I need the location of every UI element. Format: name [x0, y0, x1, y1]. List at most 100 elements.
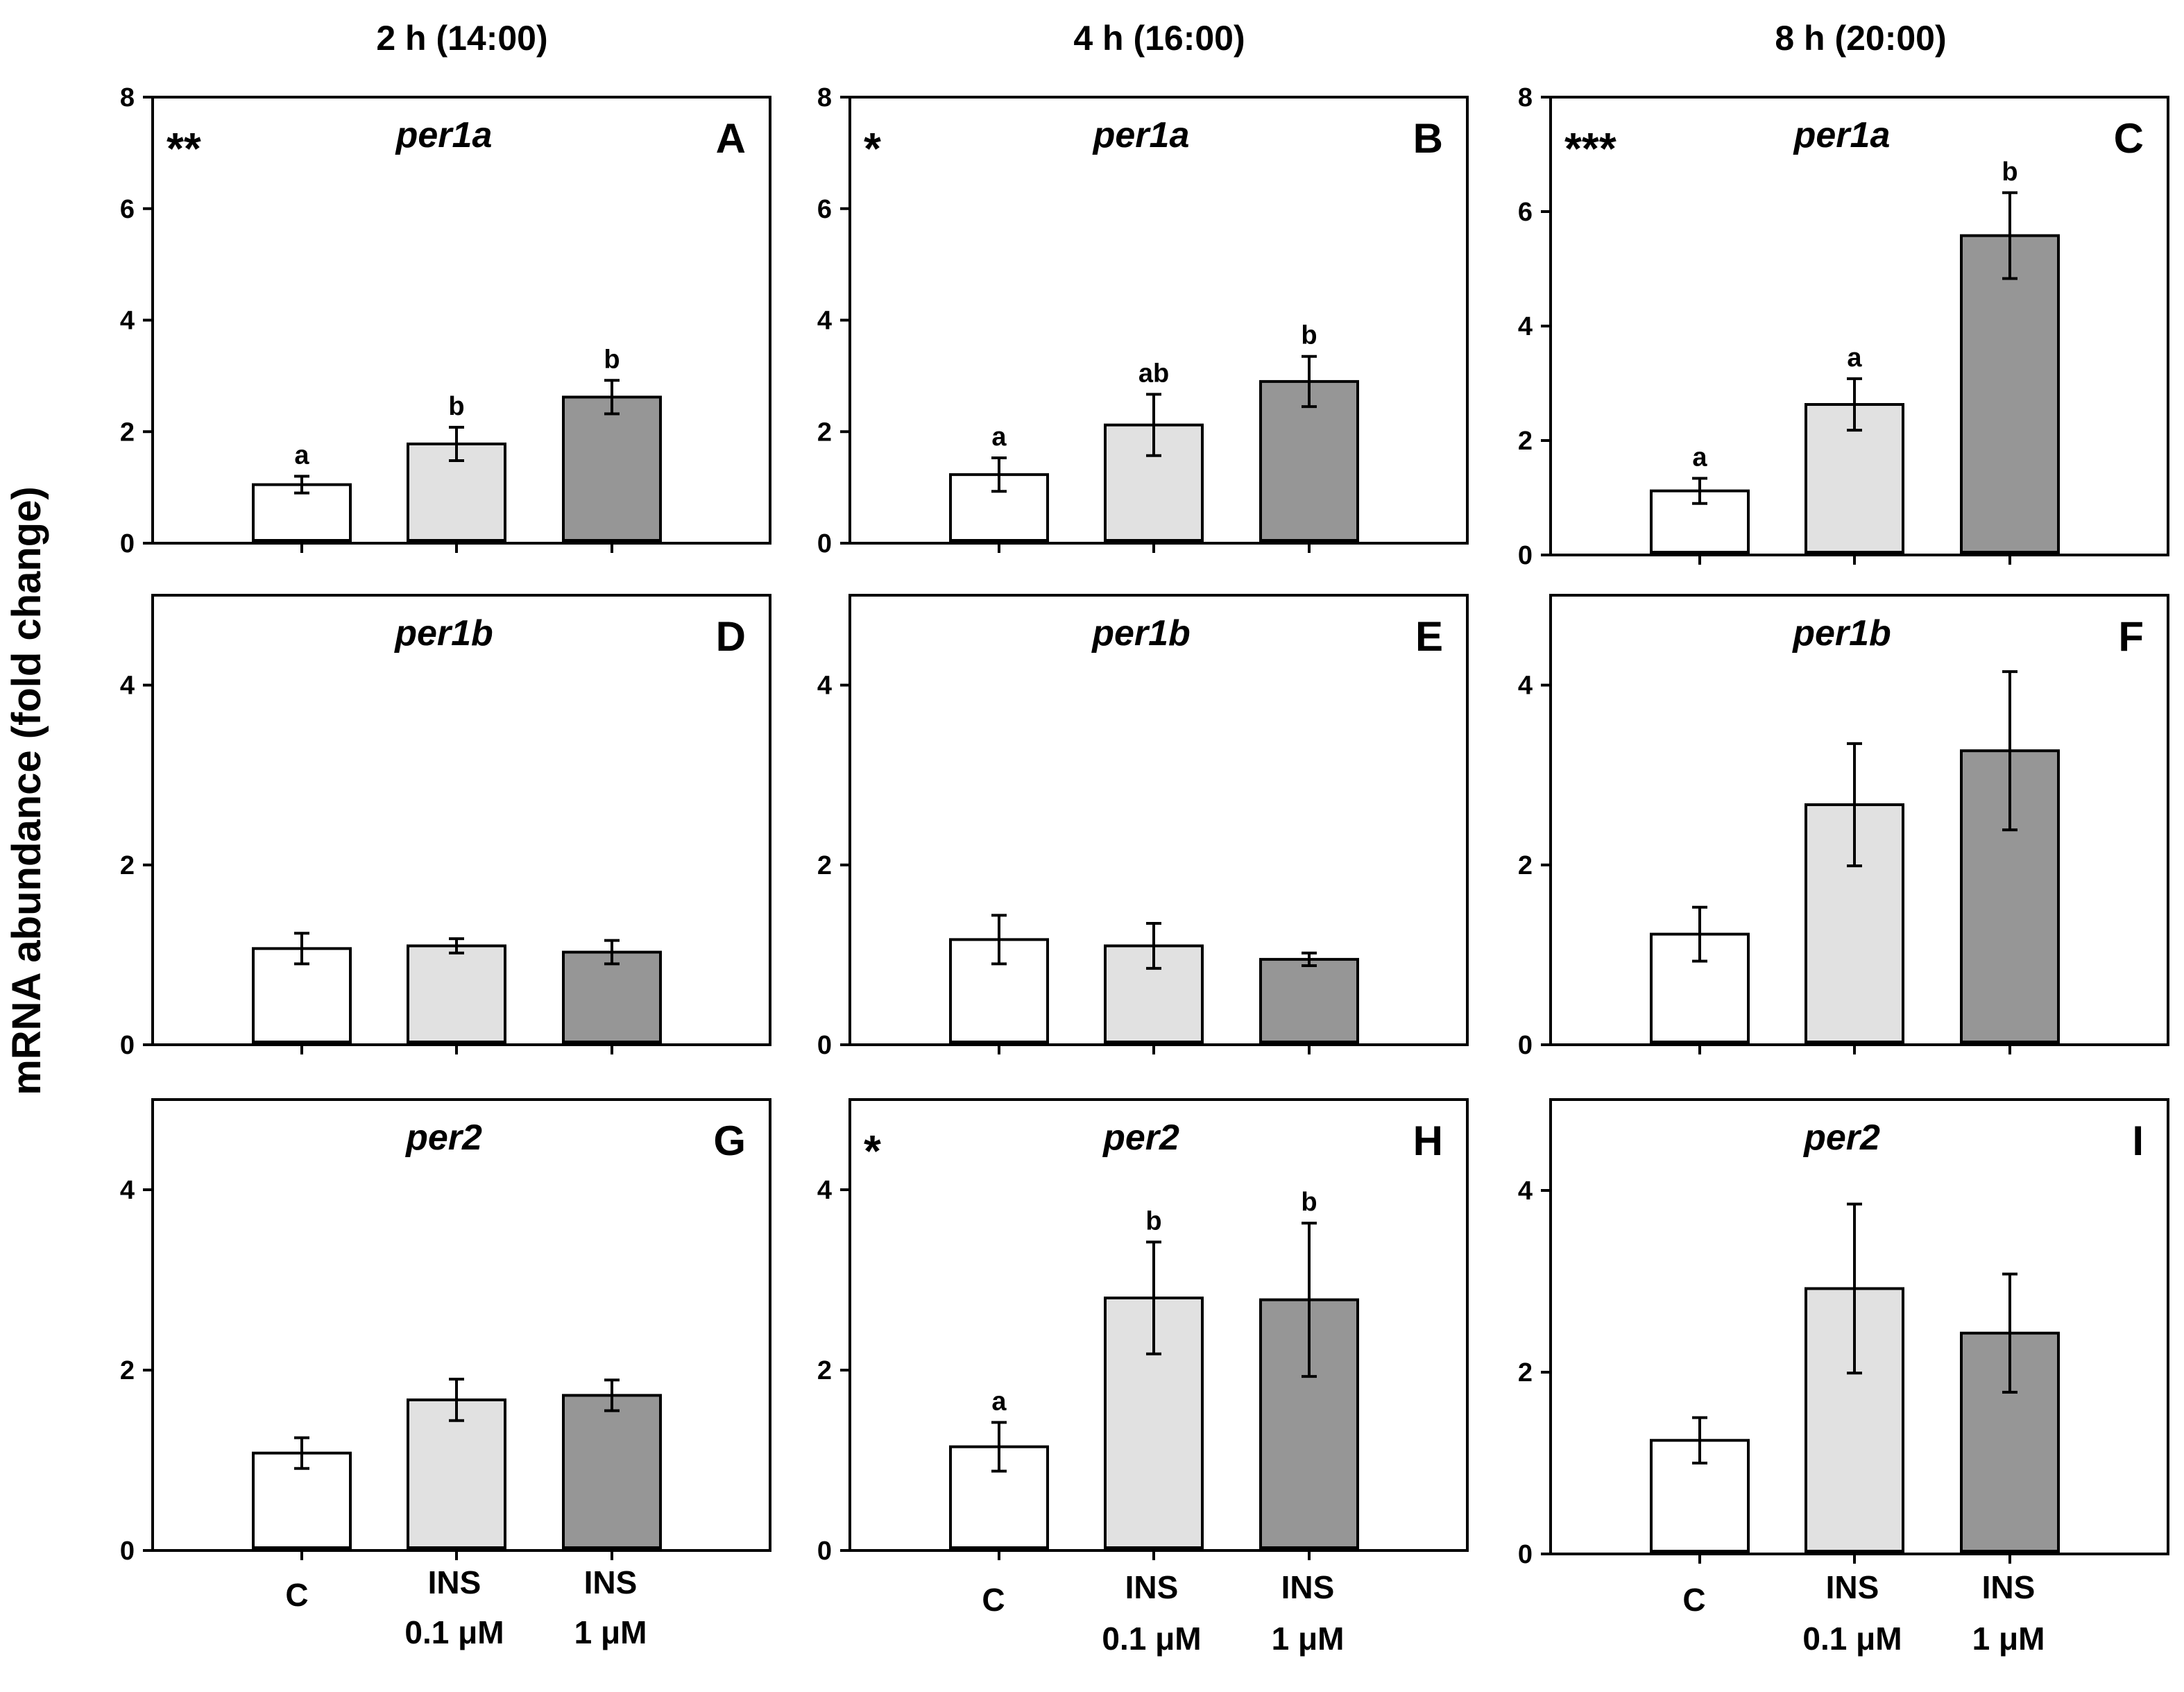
gene-label: per1b	[393, 613, 493, 653]
error-bar	[604, 1378, 620, 1412]
y-tick-label: 0	[1518, 1031, 1533, 1060]
error-bar	[1692, 905, 1707, 963]
y-tick-label: 2	[1518, 1358, 1533, 1387]
error-bar	[1692, 477, 1707, 505]
x-label-ins-1-dose: 1 μM	[1272, 1621, 1345, 1657]
y-tick-label: 2	[1518, 427, 1533, 456]
y-axis-label: mRNA abundance (fold change)	[4, 486, 49, 1095]
bar-ins-1	[562, 395, 662, 542]
y-tick-label: 2	[120, 1356, 135, 1385]
x-label-ins-0-1: INS	[1826, 1569, 1879, 1605]
bar-control	[252, 947, 352, 1043]
column-title-8h: 8 h (20:00)	[1775, 19, 1946, 58]
panel-frame	[848, 594, 1469, 1046]
error-bar	[1847, 1202, 1862, 1375]
error-bar	[2002, 1272, 2017, 1394]
gene-label: per1a	[1092, 115, 1190, 155]
significance-letter: b	[448, 392, 464, 421]
bar-ins-1	[1259, 379, 1359, 542]
error-bar	[1692, 1416, 1707, 1464]
bar-ins-0-1	[407, 944, 506, 1043]
significance-letter: b	[2002, 157, 2017, 187]
x-labels-column-2: C INS 0.1 μM INS 1 μM	[982, 1569, 1344, 1657]
gene-label: per2	[1802, 1118, 1880, 1158]
x-label-ins-1-dose: 1 μM	[1972, 1621, 2045, 1657]
x-labels-column-3: C INS 0.1 μM INS 1 μM	[1682, 1569, 2045, 1657]
bar-ins-1	[562, 950, 662, 1043]
y-tick-label: 8	[817, 83, 832, 112]
panel-d: 0 2 4 per1b D	[120, 594, 771, 1060]
y-tick-label: 0	[817, 1031, 832, 1060]
error-bar	[1146, 922, 1161, 970]
y-tick-label: 4	[120, 307, 135, 336]
panel-frame	[151, 594, 771, 1046]
y-tick-label: 4	[817, 307, 832, 336]
x-labels-column-1: C INS 0.1 μM INS 1 μM	[285, 1564, 647, 1650]
y-tick-label: 6	[1518, 198, 1533, 227]
bar-ins-1	[562, 1394, 662, 1550]
x-label-ins-0-1-dose: 0.1 μM	[404, 1614, 504, 1650]
error-bar	[294, 1436, 309, 1470]
x-category-labels: C INS 0.1 μM INS 1 μM C INS 0.1 μM INS 1…	[285, 1564, 2045, 1657]
x-label-ins-1-dose: 1 μM	[574, 1614, 647, 1650]
panel-letter: A	[716, 115, 746, 162]
significance-letter: b	[1145, 1206, 1161, 1236]
error-bar	[1146, 393, 1161, 457]
panel-letter: C	[2114, 115, 2144, 162]
x-label-ins-0-1: INS	[1125, 1569, 1179, 1605]
panel-e: 0 2 4 per1b E	[817, 594, 1469, 1060]
y-tick-label: 4	[1518, 1177, 1533, 1206]
gene-label: per1b	[1791, 613, 1891, 653]
y-tick-label: 2	[1518, 851, 1533, 880]
column-title-2h: 2 h (14:00)	[376, 19, 547, 58]
significance-stars: ***	[1564, 123, 1616, 173]
gene-label: per1a	[1793, 115, 1891, 155]
significance-letter: a	[991, 1387, 1007, 1416]
significance-letter: ab	[1138, 359, 1169, 388]
gene-label: per2	[1102, 1118, 1179, 1158]
error-bar	[604, 939, 620, 966]
gene-label: per1b	[1091, 613, 1191, 653]
significance-stars: **	[167, 123, 201, 173]
panel-letter: E	[1415, 613, 1443, 660]
y-tick-label: 8	[120, 83, 135, 112]
y-tick-label: 2	[817, 851, 832, 880]
error-bar	[604, 379, 620, 416]
y-tick-label: 4	[817, 1176, 832, 1205]
panel-a: 0 2 4 6 8 a b b per1a A **	[120, 83, 771, 558]
panel-letter: G	[713, 1118, 746, 1164]
significance-letter: a	[294, 441, 309, 470]
bar-ins-1	[1960, 234, 2060, 554]
significance-letter: a	[991, 422, 1007, 452]
y-tick-label: 4	[1518, 312, 1533, 341]
error-bar	[1847, 742, 1862, 868]
significance-stars: *	[864, 1126, 881, 1176]
error-bar	[1847, 377, 1862, 432]
y-tick-label: 4	[120, 1176, 135, 1205]
y-tick-label: 2	[817, 1356, 832, 1385]
error-bar	[991, 456, 1007, 493]
gene-label: per1a	[395, 115, 493, 155]
y-tick-label: 6	[817, 195, 832, 224]
y-tick-label: 0	[1518, 1540, 1533, 1569]
y-tick-label: 2	[120, 418, 135, 447]
y-tick-label: 2	[120, 851, 135, 880]
error-bar	[449, 425, 464, 463]
bar-control	[252, 483, 352, 542]
panel-letter: D	[716, 613, 746, 660]
y-tick-label: 0	[1518, 541, 1533, 570]
bar-ins-0-1	[407, 1398, 506, 1550]
x-label-ins-0-1-dose: 0.1 μM	[1102, 1621, 1201, 1657]
error-bar	[991, 1421, 1007, 1473]
x-label-ins-1: INS	[1281, 1569, 1335, 1605]
error-bar	[294, 475, 309, 495]
error-bar	[1302, 354, 1317, 409]
panel-frame	[1549, 1098, 2169, 1555]
y-tick-label: 8	[1518, 83, 1533, 112]
y-tick-label: 0	[120, 529, 135, 558]
panel-c: 0 2 4 6 8 a a b per1a C ***	[1518, 83, 2169, 570]
bar-ins-1	[1259, 957, 1359, 1044]
column-title-4h: 4 h (16:00)	[1073, 19, 1245, 58]
